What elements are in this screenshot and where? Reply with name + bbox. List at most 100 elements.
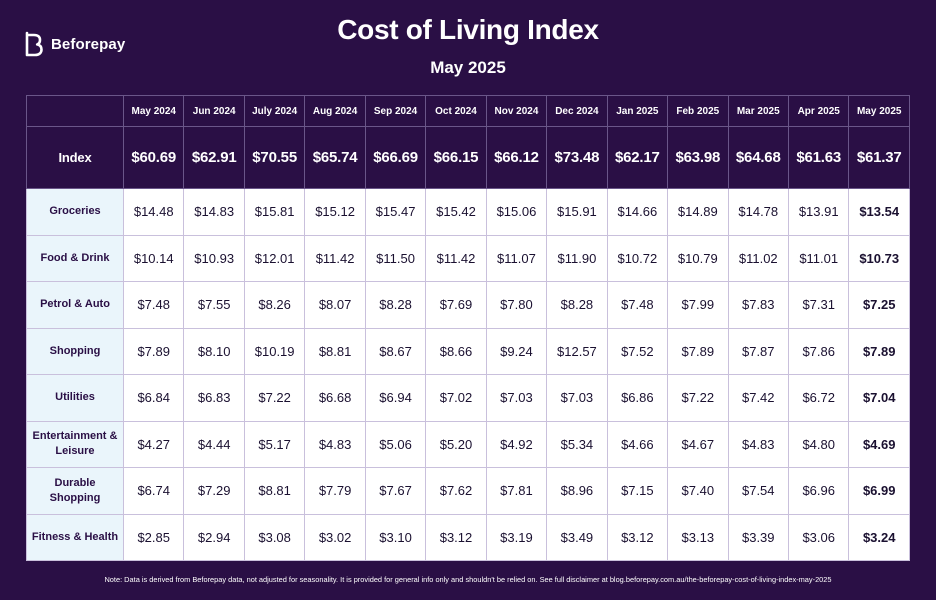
value-cell: $11.50	[364, 234, 427, 282]
value-cell: $14.66	[606, 188, 669, 236]
value-cell: $6.96	[787, 467, 850, 515]
value-cell: $6.86	[606, 374, 669, 422]
value-cell: $7.15	[606, 467, 669, 515]
index-value: $62.91	[183, 126, 245, 189]
category-row: Durable Shopping $6.74 $7.29 $8.81 $7.79 $7.6…	[26, 467, 910, 515]
value-cell: $3.24	[848, 513, 910, 561]
corner-cell	[26, 95, 124, 127]
value-cell: $7.02	[425, 374, 487, 422]
value-cell: $8.66	[425, 327, 487, 375]
value-cell: $8.10	[183, 327, 245, 375]
value-cell: $15.12	[304, 188, 366, 236]
value-cell: $3.13	[667, 513, 729, 561]
value-cell: $3.49	[546, 513, 608, 561]
value-cell: $7.22	[667, 374, 729, 422]
header: Beforepay Cost of Living Index May 2025	[0, 0, 936, 95]
value-cell: $10.19	[243, 327, 306, 375]
month-header: Sep 2024	[364, 95, 427, 127]
value-cell: $7.81	[485, 467, 548, 515]
value-cell: $7.48	[606, 281, 669, 329]
category-row: Fitness & Health $2.85 $2.94 $3.08 $3.02 $3.1…	[26, 513, 910, 561]
category-label: Food & Drink	[26, 234, 124, 282]
category-row: Shopping $7.89 $8.10 $10.19 $8.81 $8.67 $8.66 $…	[26, 327, 910, 375]
value-cell: $7.03	[546, 374, 608, 422]
value-cell: $6.72	[787, 374, 850, 422]
value-cell: $5.34	[546, 420, 608, 468]
index-value: $66.15	[425, 126, 487, 189]
value-cell: $15.42	[425, 188, 487, 236]
value-cell: $4.67	[667, 420, 729, 468]
value-cell: $7.42	[727, 374, 789, 422]
value-cell: $8.96	[546, 467, 608, 515]
value-cell: $7.69	[425, 281, 487, 329]
value-cell: $11.02	[727, 234, 789, 282]
brand-name: Beforepay	[51, 35, 126, 53]
value-cell: $10.14	[122, 234, 185, 282]
index-value: $66.12	[485, 126, 548, 189]
value-cell: $8.67	[364, 327, 427, 375]
value-cell: $4.44	[183, 420, 245, 468]
value-cell: $15.06	[485, 188, 548, 236]
value-cell: $6.99	[848, 467, 910, 515]
month-header: Dec 2024	[546, 95, 608, 127]
index-value: $60.69	[122, 126, 185, 189]
value-cell: $2.94	[183, 513, 245, 561]
value-cell: $14.83	[183, 188, 245, 236]
value-cell: $11.01	[787, 234, 850, 282]
value-cell: $5.06	[364, 420, 427, 468]
value-cell: $10.79	[667, 234, 729, 282]
page-subtitle: May 2025	[430, 58, 506, 77]
value-cell: $4.66	[606, 420, 669, 468]
value-cell: $6.84	[122, 374, 185, 422]
value-cell: $3.10	[364, 513, 427, 561]
category-label: Entertainment & Leisure	[26, 420, 124, 468]
value-cell: $7.25	[848, 281, 910, 329]
value-cell: $10.93	[183, 234, 245, 282]
value-cell: $5.17	[243, 420, 306, 468]
value-cell: $4.92	[485, 420, 548, 468]
value-cell: $7.80	[485, 281, 548, 329]
value-cell: $13.91	[787, 188, 850, 236]
category-row: Entertainment & Leisure $4.27 $4.44 $5.17 $4…	[26, 420, 910, 468]
value-cell: $6.94	[364, 374, 427, 422]
month-header: Feb 2025	[667, 95, 729, 127]
index-row: Index $60.69 $62.91 $70.55 $65.74 $66.69 $66.…	[26, 126, 910, 189]
category-label: Durable Shopping	[26, 467, 124, 515]
value-cell: $7.83	[727, 281, 789, 329]
value-cell: $3.12	[425, 513, 487, 561]
brand-logo: Beforepay	[24, 30, 125, 58]
value-cell: $6.74	[122, 467, 185, 515]
value-cell: $7.31	[787, 281, 850, 329]
value-cell: $3.39	[727, 513, 789, 561]
value-cell: $7.87	[727, 327, 789, 375]
category-label: Groceries	[26, 188, 124, 236]
index-value: $62.17	[606, 126, 669, 189]
value-cell: $7.52	[606, 327, 669, 375]
index-value: $70.55	[243, 126, 306, 189]
value-cell: $15.81	[243, 188, 306, 236]
value-cell: $7.89	[848, 327, 910, 375]
category-label: Petrol & Auto	[26, 281, 124, 329]
category-label: Fitness & Health	[26, 513, 124, 561]
value-cell: $11.90	[546, 234, 608, 282]
index-label: Index	[26, 126, 124, 189]
value-cell: $7.86	[787, 327, 850, 375]
value-cell: $8.81	[304, 327, 366, 375]
value-cell: $2.85	[122, 513, 185, 561]
month-header: Aug 2024	[304, 95, 366, 127]
value-cell: $7.40	[667, 467, 729, 515]
value-cell: $4.27	[122, 420, 185, 468]
value-cell: $7.89	[667, 327, 729, 375]
value-cell: $4.83	[304, 420, 366, 468]
beforepay-logo-icon	[25, 31, 43, 57]
index-value: $61.37	[848, 126, 910, 189]
month-header: Nov 2024	[485, 95, 548, 127]
month-header: Jun 2024	[183, 95, 245, 127]
value-cell: $7.67	[364, 467, 427, 515]
value-cell: $3.06	[787, 513, 850, 561]
value-cell: $11.42	[304, 234, 366, 282]
value-cell: $7.54	[727, 467, 789, 515]
value-cell: $7.04	[848, 374, 910, 422]
value-cell: $8.28	[364, 281, 427, 329]
value-cell: $4.80	[787, 420, 850, 468]
